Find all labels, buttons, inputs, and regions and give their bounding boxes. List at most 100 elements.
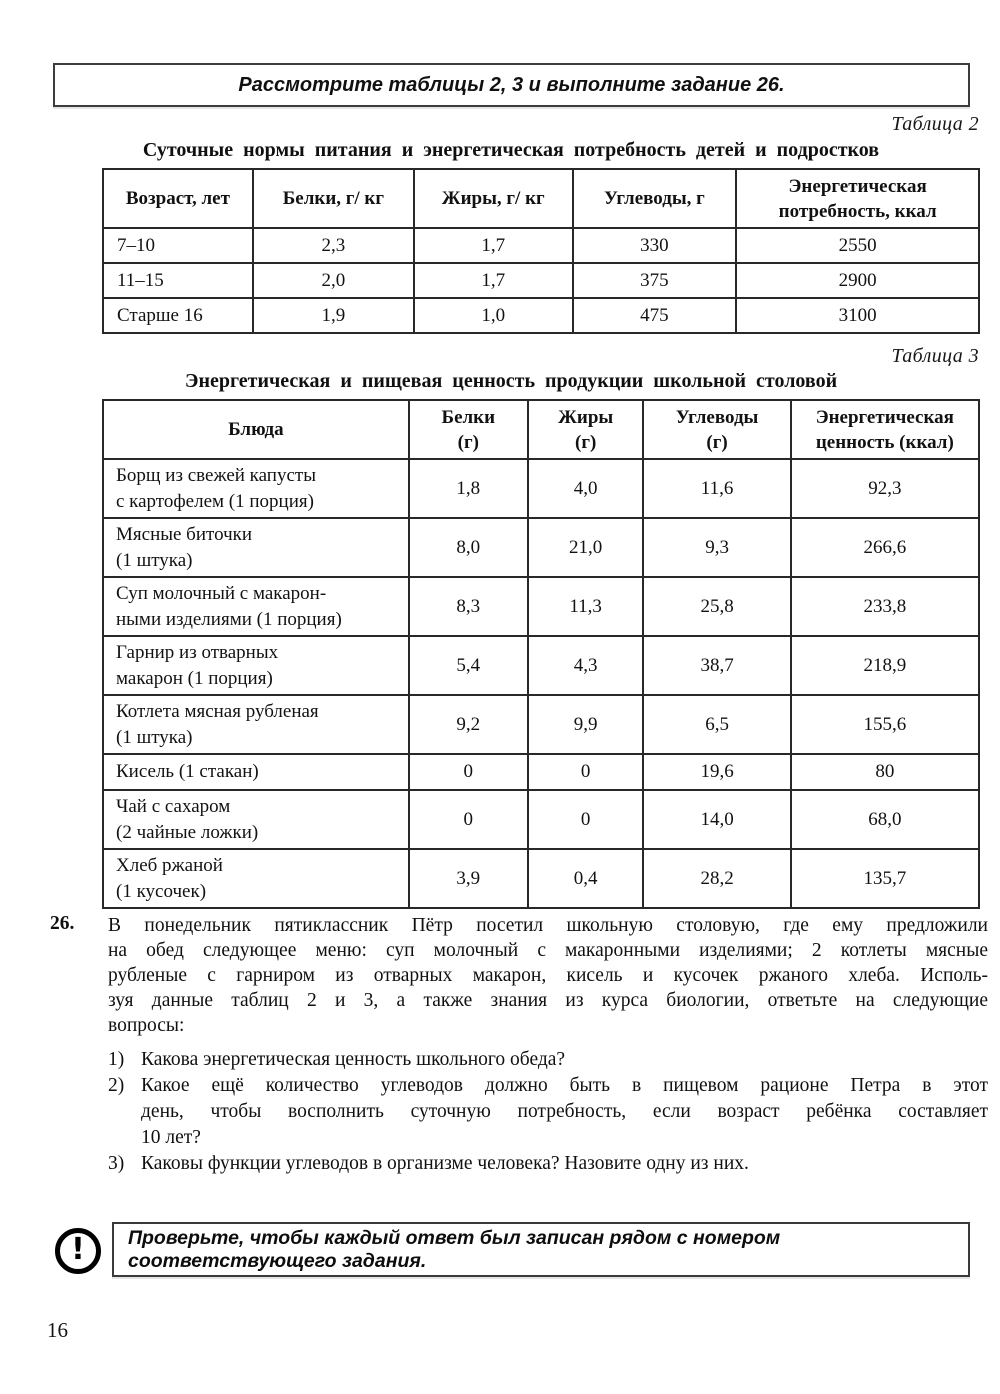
- column-header: Энергетическая ценность (ккал): [789, 399, 981, 460]
- value-cell: 1,7: [412, 227, 574, 264]
- value-cell: 9,2: [407, 694, 529, 755]
- instruction-text: Рассмотрите таблицы 2, 3 и выполните зад…: [238, 73, 785, 96]
- value-cell: 1,8: [407, 458, 529, 519]
- table-row: Кисель (1 стакан) 0 0 19,6 80: [102, 753, 981, 791]
- column-header: Жиры, г/ кг: [412, 168, 574, 229]
- table-row: Котлета мясная рубленая (1 штука) 9,2 9,…: [102, 694, 981, 755]
- value-cell: 266,6: [789, 517, 981, 578]
- dish-cell: Гарнир из отварных макарон (1 порция): [102, 635, 410, 696]
- value-cell: 92,3: [789, 458, 981, 519]
- dish-cell: Чай с сахаром (2 чайные ложки): [102, 789, 410, 850]
- question-number: 3): [108, 1153, 125, 1174]
- table-row: Хлеб ржаной (1 кусочек) 3,9 0,4 28,2 135…: [102, 848, 981, 909]
- table-row: 11–15 2,0 1,7 375 2900: [102, 262, 980, 299]
- value-cell: 5,4: [407, 635, 529, 696]
- question-item: 2) Какое ещё количество углеводов должно…: [108, 1073, 988, 1151]
- value-cell: 8,3: [407, 576, 529, 637]
- value-cell: 28,2: [642, 848, 792, 909]
- column-header: Белки (г): [407, 399, 529, 460]
- value-cell: 0: [407, 753, 529, 791]
- table-row: Борщ из свежей капусты с картофелем (1 п…: [102, 458, 981, 519]
- value-cell: 38,7: [642, 635, 792, 696]
- value-cell: 14,0: [642, 789, 792, 850]
- value-cell: 135,7: [789, 848, 981, 909]
- table-daily-norms: Возраст, лет Белки, г/ кг Жиры, г/ кг Уг…: [102, 168, 980, 334]
- table-header-row: Возраст, лет Белки, г/ кг Жиры, г/ кг Уг…: [102, 168, 980, 229]
- note-box: Проверьте, чтобы каждый ответ был записа…: [112, 1222, 970, 1277]
- value-cell: 9,3: [642, 517, 792, 578]
- table-header-row: Блюда Белки (г) Жиры (г) Углеводы (г) Эн…: [102, 399, 981, 460]
- value-cell: 2,0: [251, 262, 415, 299]
- exclamation-circle-icon: !: [55, 1228, 101, 1274]
- question-item: 1) Какова энергетическая ценность школьн…: [108, 1047, 988, 1073]
- value-cell: 1,9: [251, 297, 415, 334]
- page-number: 16: [47, 1318, 68, 1342]
- value-cell: 0,4: [526, 848, 645, 909]
- value-cell: 475: [571, 297, 738, 334]
- value-cell: 3,9: [407, 848, 529, 909]
- dish-cell: Хлеб ржаной (1 кусочек): [102, 848, 410, 909]
- column-header: Белки, г/ кг: [251, 168, 415, 229]
- table-row: 7–10 2,3 1,7 330 2550: [102, 227, 980, 264]
- column-header: Блюда: [102, 399, 410, 460]
- question-list: 1) Какова энергетическая ценность школьн…: [108, 1047, 988, 1177]
- value-cell: 21,0: [526, 517, 645, 578]
- table2-title: Суточные нормы питания и энергетическая …: [142, 139, 880, 161]
- value-cell: 1,7: [412, 262, 574, 299]
- value-cell: 11,6: [642, 458, 792, 519]
- task-26: 26. В понедельник пятиклассник Пётр посе…: [50, 913, 990, 1177]
- value-cell: 11,3: [526, 576, 645, 637]
- value-cell: 330: [571, 227, 738, 264]
- value-cell: 375: [571, 262, 738, 299]
- value-cell: 0: [526, 789, 645, 850]
- instruction-box: Рассмотрите таблицы 2, 3 и выполните зад…: [53, 63, 970, 107]
- value-cell: 1,0: [412, 297, 574, 334]
- paragraph-line: вопросы:: [108, 1015, 185, 1036]
- value-cell: 2900: [735, 262, 980, 299]
- age-cell: Старше 16: [102, 297, 254, 334]
- question-item: 3) Каковы функции углеводов в организме …: [108, 1151, 988, 1177]
- table3-title: Энергетическая и пищевая ценность продук…: [184, 370, 838, 392]
- dish-cell: Суп молочный с макарон- ными изделиями (…: [102, 576, 410, 637]
- paragraph-line: В понедельник пятиклассник Пётр посетил …: [108, 915, 988, 936]
- question-line: день, чтобы восполнить суточную потребно…: [141, 1101, 988, 1122]
- task-paragraph: В понедельник пятиклассник Пётр посетил …: [108, 913, 988, 1038]
- value-cell: 0: [407, 789, 529, 850]
- column-header: Возраст, лет: [102, 168, 254, 229]
- table-row: Старше 16 1,9 1,0 475 3100: [102, 297, 980, 334]
- table-row: Чай с сахаром (2 чайные ложки) 0 0 14,0 …: [102, 789, 981, 850]
- paragraph-line: рубленые с гарниром из отварных макарон,…: [108, 965, 988, 986]
- question-number: 1): [108, 1049, 125, 1070]
- value-cell: 0: [526, 753, 645, 791]
- value-cell: 19,6: [642, 753, 792, 791]
- dish-cell: Мясные биточки (1 штука): [102, 517, 410, 578]
- value-cell: 9,9: [526, 694, 645, 755]
- dish-cell: Борщ из свежей капусты с картофелем (1 п…: [102, 458, 410, 519]
- column-header: Жиры (г): [526, 399, 645, 460]
- table3-caption: Таблица 3: [891, 345, 979, 367]
- question-number: 2): [108, 1075, 125, 1096]
- column-header: Углеводы, г: [571, 168, 738, 229]
- value-cell: 4,3: [526, 635, 645, 696]
- value-cell: 8,0: [407, 517, 529, 578]
- dish-cell: Кисель (1 стакан): [102, 753, 410, 791]
- value-cell: 218,9: [789, 635, 981, 696]
- value-cell: 25,8: [642, 576, 792, 637]
- column-header: Энергетическая потребность, ккал: [735, 168, 980, 229]
- question-line: Какое ещё количество углеводов должно бы…: [141, 1075, 988, 1096]
- task-number: 26.: [50, 913, 75, 934]
- question-line: Какова энергетическая ценность школьного…: [141, 1049, 566, 1070]
- note-text: Проверьте, чтобы каждый ответ был записа…: [128, 1226, 781, 1272]
- paragraph-line: зуя данные таблиц 2 и 3, а также знания …: [108, 990, 988, 1011]
- value-cell: 6,5: [642, 694, 792, 755]
- dish-cell: Котлета мясная рубленая (1 штука): [102, 694, 410, 755]
- table-row: Суп молочный с макарон- ными изделиями (…: [102, 576, 981, 637]
- age-cell: 11–15: [102, 262, 254, 299]
- value-cell: 2,3: [251, 227, 415, 264]
- age-cell: 7–10: [102, 227, 254, 264]
- question-line: 10 лет?: [141, 1127, 201, 1148]
- question-line: Каковы функции углеводов в организме чел…: [141, 1153, 749, 1174]
- value-cell: 2550: [735, 227, 980, 264]
- value-cell: 3100: [735, 297, 980, 334]
